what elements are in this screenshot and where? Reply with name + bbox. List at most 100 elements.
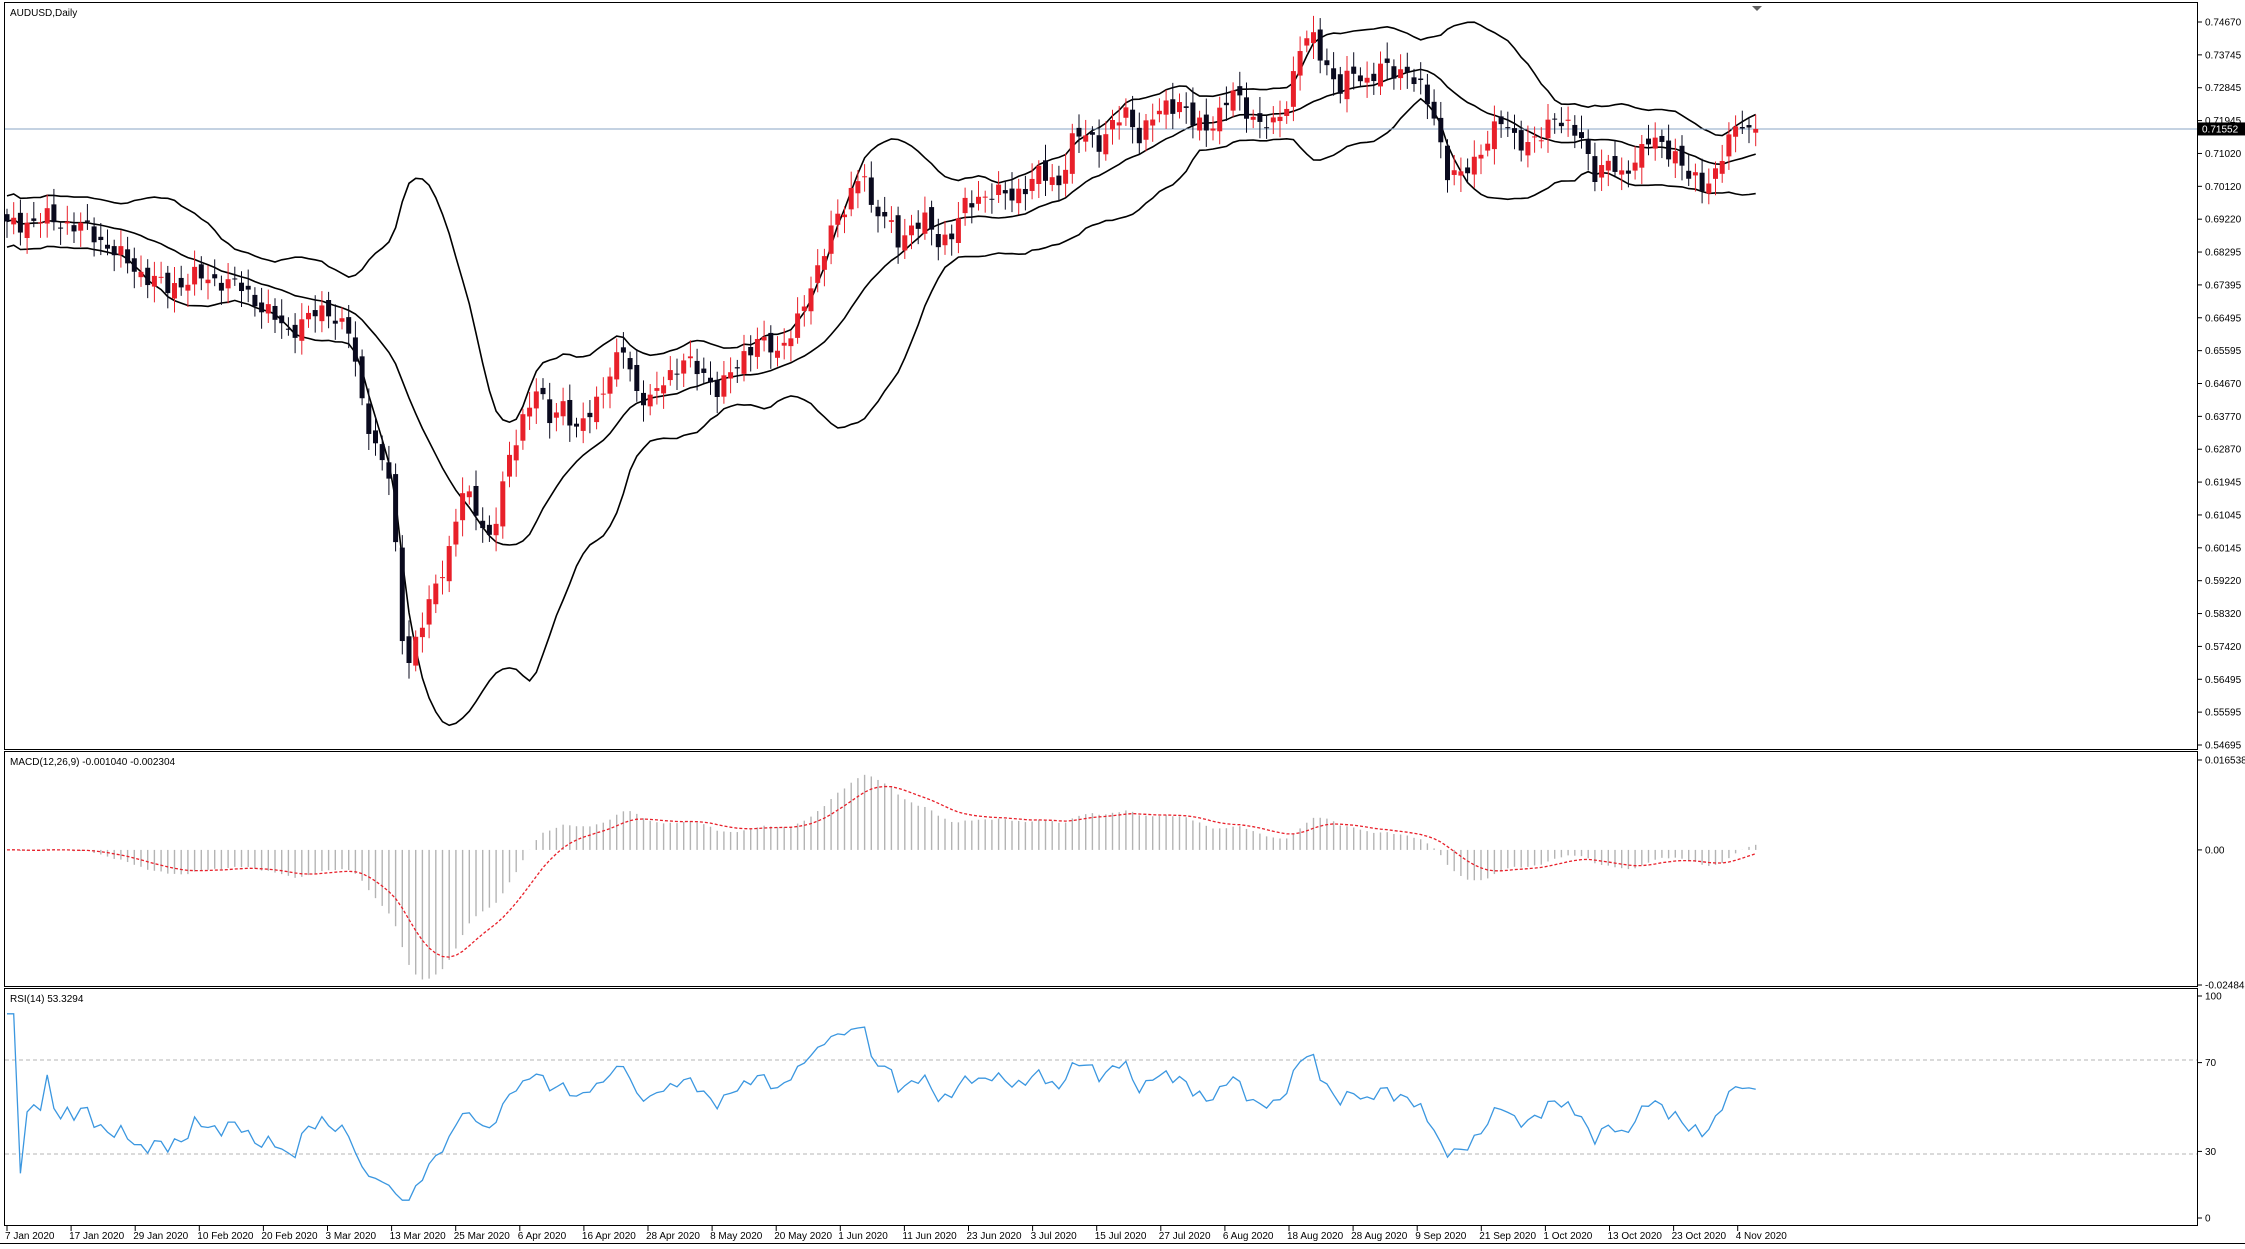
candle-body [600, 393, 606, 395]
candle [922, 196, 928, 240]
candle [1016, 178, 1022, 215]
candle [1525, 125, 1531, 168]
candle-body [547, 399, 553, 424]
candle [1311, 15, 1316, 59]
rsi-axis: 100 70 30 0 [2198, 992, 2222, 1225]
candle [433, 574, 439, 614]
date-tick-label: 1 Oct 2020 [1543, 1231, 1592, 1242]
chart-shift-marker-icon[interactable] [1752, 6, 1762, 11]
candle-body [118, 246, 124, 255]
candle-body [373, 430, 378, 444]
candle [413, 630, 419, 672]
candle [1599, 149, 1605, 191]
price-tick-label: 0.58320 [2205, 609, 2242, 620]
candle [674, 358, 680, 390]
candle [882, 196, 888, 229]
candle [1337, 66, 1343, 104]
candle-body [466, 491, 472, 498]
candle-body [701, 368, 707, 373]
candle-body [1029, 178, 1035, 191]
candle-body [38, 222, 43, 224]
candle-body [1344, 70, 1350, 100]
price-tick-label: 0.57420 [2205, 642, 2242, 653]
candle-body [574, 423, 579, 427]
candle-body [1264, 127, 1270, 129]
candle-body [1451, 170, 1457, 175]
candle-body [1304, 38, 1310, 46]
candle [105, 229, 110, 256]
candle [1692, 163, 1698, 192]
candle-body [1572, 124, 1578, 136]
candle [1022, 175, 1028, 211]
candle-body [379, 444, 385, 461]
candle [1485, 130, 1491, 157]
candle-body [1089, 132, 1095, 135]
candle [1512, 114, 1517, 150]
candle [172, 266, 177, 313]
candle [909, 214, 914, 250]
candle [1250, 109, 1256, 129]
candle [44, 194, 50, 238]
candle [406, 620, 412, 679]
candle [1411, 68, 1417, 92]
candle-body [1726, 134, 1732, 157]
date-tick-label: 6 Aug 2020 [1223, 1231, 1274, 1242]
candle-body [989, 198, 995, 200]
candle [51, 188, 57, 231]
candle-body [44, 208, 50, 224]
candle-body [131, 258, 137, 272]
candle-body [1706, 183, 1712, 194]
date-tick-label: 29 Jan 2020 [133, 1231, 188, 1242]
candle-body [1270, 117, 1276, 123]
candle-body [1398, 69, 1404, 79]
candle-body [1063, 169, 1069, 184]
candle-body [1418, 78, 1424, 81]
candle [359, 349, 365, 406]
candle [862, 164, 868, 192]
candle-body [1505, 127, 1511, 129]
candle-body [1579, 132, 1584, 139]
candle-body [741, 351, 747, 374]
candle [84, 204, 90, 230]
rsi-label: RSI(14) 53.3294 [10, 994, 84, 1005]
candle [419, 612, 425, 653]
candle-body [1083, 135, 1089, 142]
candle-body [922, 212, 928, 234]
candle [1136, 112, 1142, 155]
candle [728, 357, 734, 394]
candle-body [587, 412, 593, 418]
candle-body [761, 336, 767, 341]
candle-body [795, 313, 801, 338]
candle [1666, 124, 1672, 167]
candle [1043, 144, 1048, 197]
candle [232, 266, 238, 286]
candle [1518, 120, 1524, 162]
price-tick-label: 0.71020 [2205, 149, 2242, 160]
candle-body [192, 266, 198, 285]
candle-body [11, 217, 17, 225]
candle [976, 181, 981, 211]
candle [239, 271, 244, 307]
candle-body [165, 272, 171, 294]
candle-body [996, 184, 1002, 195]
candle-body [734, 367, 740, 369]
candle [500, 471, 506, 539]
candles [4, 15, 1759, 679]
candle-body [1391, 66, 1397, 79]
candle-body [875, 206, 881, 217]
candle [949, 224, 955, 256]
candle [493, 507, 499, 552]
candle [1364, 61, 1370, 98]
candle [741, 334, 747, 382]
candle-body [225, 279, 231, 289]
candle [326, 291, 332, 329]
candle-body [306, 312, 311, 320]
candle [4, 208, 10, 238]
candle [935, 218, 941, 261]
candle [285, 317, 291, 336]
candle [98, 223, 104, 256]
candle [795, 297, 801, 344]
rsi-tick-label: 30 [2205, 1147, 2217, 1158]
candle-body [1592, 156, 1598, 183]
